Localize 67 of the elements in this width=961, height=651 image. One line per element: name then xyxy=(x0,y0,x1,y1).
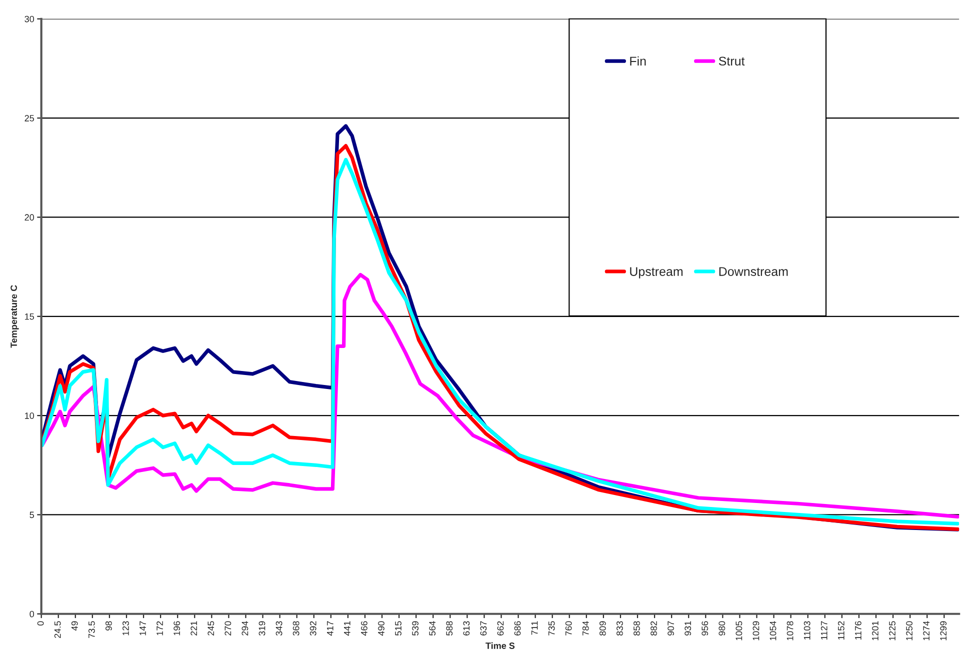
x-axis-title: Time S xyxy=(486,642,515,649)
x-tick-label: 564 xyxy=(429,621,436,636)
x-tick-label: 245 xyxy=(208,621,214,636)
y-tick-label: 20 xyxy=(24,214,34,221)
y-tick-label: 25 xyxy=(24,115,34,122)
x-tick-label: 73.5 xyxy=(88,621,95,638)
x-tick-label: 980 xyxy=(718,621,726,636)
x-tick-label: 882 xyxy=(650,621,657,636)
x-tick-label: 1029 xyxy=(752,621,760,640)
legend-label: Strut xyxy=(718,56,745,66)
x-tick-label: 319 xyxy=(258,621,266,636)
x-tick-label: 1127 xyxy=(820,621,828,640)
x-tick-label: 686 xyxy=(514,621,521,636)
x-tick-label: 956 xyxy=(702,621,708,636)
x-tick-label: 1078 xyxy=(786,621,794,640)
x-tick-label: 1201 xyxy=(872,621,878,640)
x-tick-label: 1225 xyxy=(889,621,896,640)
x-tick-label: 466 xyxy=(361,621,368,636)
x-tick-label: 515 xyxy=(395,621,402,636)
x-tick-label: 711 xyxy=(531,621,538,635)
x-tick-label: 368 xyxy=(292,621,300,636)
x-tick-label: 1176 xyxy=(854,621,862,640)
legend-label: Upstream xyxy=(630,267,683,278)
x-tick-label: 196 xyxy=(174,621,180,636)
x-tick-label: 637 xyxy=(480,621,487,636)
x-tick-label: 343 xyxy=(276,621,282,636)
x-tick-label: 0 xyxy=(37,621,44,626)
x-tick-label: 588 xyxy=(446,621,453,636)
x-tick-label: 1005 xyxy=(736,621,742,640)
x-tick-label: 907 xyxy=(668,621,674,636)
legend-label: Downstream xyxy=(719,267,788,276)
x-tick-label: 809 xyxy=(599,621,606,636)
y-tick-label: 5 xyxy=(30,512,34,518)
x-tick-label: 784 xyxy=(582,621,589,636)
x-tick-label: 98 xyxy=(105,621,112,630)
x-tick-label: 441 xyxy=(344,621,350,636)
x-tick-label: 123 xyxy=(122,621,129,636)
x-tick-label: 221 xyxy=(190,621,197,636)
x-tick-label: 147 xyxy=(140,621,146,636)
x-tick-label: 1152 xyxy=(838,621,844,640)
x-tick-label: 270 xyxy=(224,621,232,636)
x-tick-label: 172 xyxy=(156,621,163,636)
x-tick-label: 1274 xyxy=(923,621,930,640)
x-tick-label: 833 xyxy=(616,621,623,636)
x-tick-label: 858 xyxy=(634,621,640,636)
x-tick-label: 1250 xyxy=(906,621,912,640)
legend-label: Fin xyxy=(630,56,646,66)
x-tick-label: 931 xyxy=(684,621,692,636)
x-tick-label: 613 xyxy=(463,621,470,636)
x-tick-label: 1103 xyxy=(804,621,810,640)
x-tick-label: 760 xyxy=(565,621,572,636)
x-tick-label: 417 xyxy=(327,621,334,636)
x-tick-label: 24.5 xyxy=(54,621,61,638)
x-tick-label: 1054 xyxy=(770,621,776,640)
x-tick-label: 294 xyxy=(242,621,248,636)
x-tick-label: 539 xyxy=(412,621,418,636)
y-tick-label: 0 xyxy=(30,610,34,618)
y-tick-label: 10 xyxy=(25,412,34,419)
x-tick-label: 735 xyxy=(548,621,555,636)
x-tick-label: 49 xyxy=(71,621,78,631)
x-tick-label: 1299 xyxy=(940,621,947,640)
x-tick-label: 490 xyxy=(378,621,384,636)
y-tick-label: 15 xyxy=(25,313,34,320)
x-tick-label: 662 xyxy=(497,621,504,636)
x-tick-label: 392 xyxy=(310,621,316,636)
y-tick-label: 30 xyxy=(24,16,34,22)
y-axis-title: Temperature C xyxy=(10,285,19,348)
